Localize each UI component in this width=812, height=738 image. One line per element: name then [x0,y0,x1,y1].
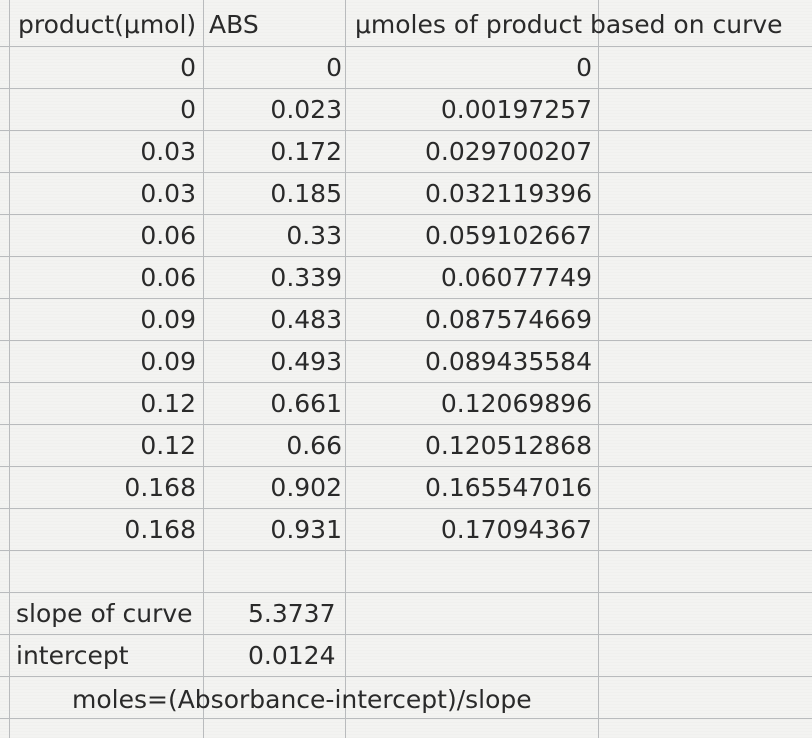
cell-umoles[interactable]: 0.12069896 [440,389,592,418]
cell-product[interactable]: 0.09 [140,305,196,334]
column-border [203,0,204,738]
cell-umoles[interactable]: 0.165547016 [424,473,592,502]
cell-umoles[interactable]: 0.032119396 [424,179,592,208]
cell-product[interactable]: 0.168 [124,515,196,544]
row-border [0,130,812,131]
cell-product[interactable]: 0.09 [140,347,196,376]
cell-umoles[interactable]: 0.120512868 [424,431,592,460]
row-border [0,256,812,257]
cell-abs[interactable]: 0.172 [270,137,342,166]
cell-umoles[interactable]: 0 [576,53,592,82]
cell-abs[interactable]: 0.493 [270,347,342,376]
cell-umoles[interactable]: 0.17094367 [440,515,592,544]
row-border [0,634,812,635]
row-border [0,46,812,47]
column-border [345,0,346,738]
cell-product[interactable]: 0.06 [140,221,196,250]
cell-product[interactable]: 0.06 [140,263,196,292]
row-border [0,550,812,551]
cell-abs[interactable]: 0.931 [270,515,342,544]
intercept-value[interactable]: 0.0124 [248,641,336,670]
formula-note[interactable]: moles=(Absorbance-intercept)/slope [72,685,532,714]
cell-abs[interactable]: 0.902 [270,473,342,502]
cell-umoles[interactable]: 0.059102667 [424,221,592,250]
cell-umoles[interactable]: 0.087574669 [424,305,592,334]
cell-product[interactable]: 0 [180,53,196,82]
cell-umoles[interactable]: 0.06077749 [440,263,592,292]
row-border [0,298,812,299]
cell-product[interactable]: 0 [180,95,196,124]
row-border [0,214,812,215]
cell-abs[interactable]: 0.185 [270,179,342,208]
slope-label[interactable]: slope of curve [16,599,193,628]
row-border [0,88,812,89]
cell-umoles[interactable]: 0.00197257 [440,95,592,124]
header-abs[interactable]: ABS [209,10,259,39]
cell-abs[interactable]: 0.66 [286,431,342,460]
cell-product[interactable]: 0.168 [124,473,196,502]
cell-abs[interactable]: 0.661 [270,389,342,418]
cell-product[interactable]: 0.03 [140,137,196,166]
row-border [0,382,812,383]
header-product[interactable]: product(μmol) [18,10,197,39]
cell-product[interactable]: 0.03 [140,179,196,208]
row-border [0,592,812,593]
cell-abs[interactable]: 0.483 [270,305,342,334]
cell-product[interactable]: 0.12 [140,431,196,460]
row-border [0,466,812,467]
header-umoles[interactable]: μmoles of product based on curve [355,10,783,39]
row-border [0,676,812,677]
column-border [9,0,10,738]
row-border [0,424,812,425]
row-border [0,340,812,341]
cell-umoles[interactable]: 0.029700207 [424,137,592,166]
cell-umoles[interactable]: 0.089435584 [424,347,592,376]
row-border [0,172,812,173]
column-border [598,0,599,738]
cell-abs[interactable]: 0.33 [286,221,342,250]
intercept-label[interactable]: intercept [16,641,129,670]
slope-value[interactable]: 5.3737 [248,599,336,628]
row-border [0,508,812,509]
cell-abs[interactable]: 0 [326,53,342,82]
row-border [0,718,812,719]
cell-abs[interactable]: 0.339 [270,263,342,292]
cell-abs[interactable]: 0.023 [270,95,342,124]
cell-product[interactable]: 0.12 [140,389,196,418]
